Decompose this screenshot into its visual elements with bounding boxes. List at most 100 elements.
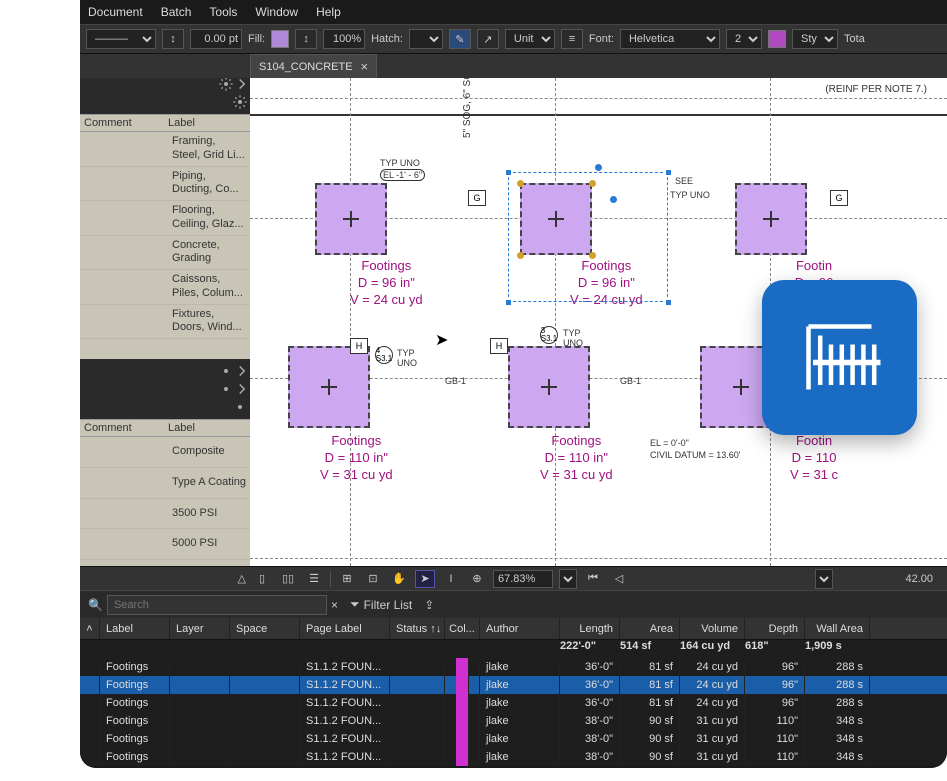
table-row[interactable]: FootingsS1.1.2 FOUN...jlake36'-0"81 sf24… [80,694,947,712]
highlighter-icon[interactable]: ✎ [449,29,471,49]
panel1-col-label: Label [168,117,250,129]
menu-tools[interactable]: Tools [209,5,237,19]
opacity-stepper[interactable]: ↕ [295,29,317,49]
select-icon[interactable]: ➤ [415,570,435,588]
gear-icon[interactable] [218,76,234,92]
snap-point[interactable] [517,180,524,187]
font-select[interactable]: Helvetica [620,29,720,49]
table-row[interactable]: FootingsS1.1.2 FOUN...jlake36'-0"81 sf24… [80,676,947,694]
gear-icon[interactable] [232,399,248,415]
panel1-item[interactable]: Framing, Steel, Grid Li... [80,132,250,167]
snap-point[interactable] [589,252,596,259]
fit-width-icon[interactable]: ⊞ [337,570,357,588]
filter-label: Filter List [364,598,413,612]
panel1-item[interactable]: Flooring, Ceiling, Glaz... [80,201,250,236]
panel1-item[interactable]: Piping, Ducting, Co... [80,167,250,202]
panel2-item[interactable]: Composite [80,437,250,468]
chevron-right-icon[interactable] [236,365,248,377]
footing[interactable] [288,346,370,428]
line-style-select[interactable]: ——— [86,29,156,49]
col-label[interactable]: Label [100,618,170,639]
col-author[interactable]: Author [480,618,560,639]
zoom-dropdown[interactable] [559,569,577,589]
delta-icon[interactable]: △ [238,572,246,585]
col-area[interactable]: Area [620,618,680,639]
filter-button[interactable]: ⏷ Filter List [350,597,412,612]
single-page-icon[interactable]: ▯ [252,570,272,588]
col-space[interactable]: Space [230,618,300,639]
fit-page-icon[interactable]: ⊡ [363,570,383,588]
gear-icon[interactable] [232,94,248,110]
footing[interactable] [315,183,387,255]
menu-document[interactable]: Document [88,5,143,19]
panel2-item[interactable]: Type A Coating [80,468,250,499]
markup-table: ˄ Label Layer Space Page Label Status ↑↓… [80,618,947,768]
col-expand[interactable]: ˄ [80,618,100,639]
snap-point[interactable] [589,180,596,187]
opacity-input[interactable] [323,29,365,49]
gear-icon[interactable] [218,363,234,379]
table-row[interactable]: FootingsS1.1.2 FOUN...jlake38'-0"90 sf31… [80,748,947,766]
page-dropdown[interactable] [815,569,833,589]
chevron-right-icon[interactable] [236,383,248,395]
selection-handle[interactable] [505,299,512,306]
panel1-item[interactable]: Caissons, Piles, Colum... [80,270,250,305]
clear-search-icon[interactable]: × [331,598,338,612]
hatch-select[interactable] [409,29,443,49]
footing[interactable] [735,183,807,255]
footing[interactable] [508,346,590,428]
fontsize-select[interactable]: 20 [726,29,762,49]
gb1-label: GB-1 [445,376,466,386]
snap-point[interactable] [595,164,602,171]
search-input[interactable] [107,595,327,615]
zoom-input[interactable] [493,570,553,588]
close-tab-icon[interactable]: × [361,59,369,74]
two-page-icon[interactable]: ▯▯ [278,570,298,588]
menu-window[interactable]: Window [255,5,298,19]
selection-handle[interactable] [665,299,672,306]
measure-icon[interactable]: ↗ [477,29,499,49]
continuous-icon[interactable]: ☰ [304,570,324,588]
col-length[interactable]: Length [560,618,620,639]
line-width-stepper[interactable]: ↕ [162,29,184,49]
col-wall[interactable]: Wall Area [805,618,870,639]
selection-handle[interactable] [665,169,672,176]
snap-point[interactable] [610,196,617,203]
prev-page-icon[interactable]: ◁ [609,570,629,588]
export-icon[interactable]: ⇪ [424,598,434,612]
menu-batch[interactable]: Batch [161,5,192,19]
panel2-item[interactable]: 5000 PSI [80,529,250,560]
gear-icon[interactable] [218,381,234,397]
first-page-icon[interactable]: ⏮ [583,570,603,588]
col-volume[interactable]: Volume [680,618,745,639]
snap-point[interactable] [517,252,524,259]
zoom-icon[interactable]: ⊕ [467,570,487,588]
style-select[interactable]: Style [792,29,838,49]
col-page[interactable]: Page Label [300,618,390,639]
panel1-item[interactable]: Fixtures, Doors, Wind... [80,305,250,340]
grid-marker: H [350,338,368,354]
panel1-item[interactable]: Concrete, Grading [80,236,250,271]
typ-label: TYP [397,348,415,358]
chevron-right-icon[interactable] [236,78,248,90]
align-icon[interactable]: ≡ [561,29,583,49]
col-status[interactable]: Status ↑↓ [390,618,445,639]
text-color-swatch[interactable] [768,30,786,48]
table-row[interactable]: FootingsS1.1.2 FOUN...jlake36'-0"81 sf24… [80,658,947,676]
panel2-item[interactable]: 3500 PSI [80,499,250,530]
selection-handle[interactable] [505,169,512,176]
units-select[interactable]: Units [505,29,555,49]
callout-circle: 4S3.1 [375,346,393,364]
text-select-icon[interactable]: I [441,570,461,588]
filter-icon: ⏷ [350,597,360,612]
table-row[interactable]: FootingsS1.1.2 FOUN...jlake38'-0"90 sf31… [80,712,947,730]
col-layer[interactable]: Layer [170,618,230,639]
pan-icon[interactable]: ✋ [389,570,409,588]
table-row[interactable]: FootingsS1.1.2 FOUN...jlake38'-0"90 sf31… [80,730,947,748]
fill-color-swatch[interactable] [271,30,289,48]
document-tab[interactable]: S104_CONCRETE × [250,54,377,78]
line-width-input[interactable] [190,29,242,49]
col-color[interactable]: Col... [445,618,480,639]
col-depth[interactable]: Depth [745,618,805,639]
menu-help[interactable]: Help [316,5,341,19]
